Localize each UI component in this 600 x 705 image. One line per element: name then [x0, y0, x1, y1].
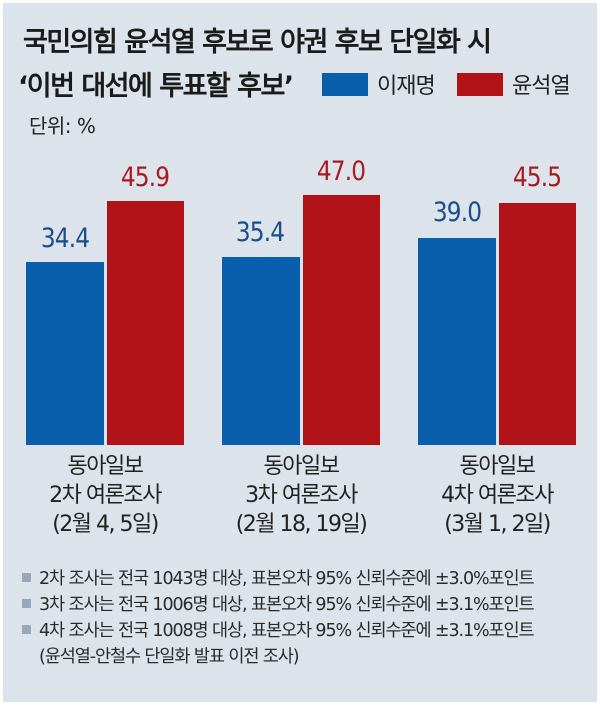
bar-value-yoon-2: 47.0	[316, 156, 366, 187]
category-label-3: 동아일보 4차 여론조사 (3월 1, 2일)	[399, 452, 595, 539]
category-poll: 2차 여론조사	[49, 483, 162, 508]
legend-label: 윤석열	[512, 74, 571, 99]
bar-lee-2	[222, 257, 300, 445]
footnote-item: 3차 조사는 전국 1006명 대상, 표본오차 95% 신뢰수준에 ±3.1%…	[22, 590, 535, 616]
bar-value-lee-1: 34.4	[40, 223, 90, 254]
bar-yoon-2	[303, 195, 380, 445]
legend-item-yoon: 윤석열	[457, 71, 571, 99]
category-label-2: 동아일보 3차 여론조사 (2월 18, 19일)	[203, 452, 399, 539]
category-date: (2월 18, 19일)	[235, 512, 368, 537]
bar-lee-3	[418, 238, 496, 445]
square-bullet-icon	[22, 624, 31, 634]
category-source: 동아일보	[459, 454, 536, 479]
square-bullet-icon	[22, 598, 31, 608]
unit-label: 단위: %	[29, 114, 96, 138]
footnote-item: 2차 조사는 전국 1043명 대상, 표본오차 95% 신뢰수준에 ±3.0%…	[22, 564, 535, 590]
footnotes: 2차 조사는 전국 1043명 대상, 표본오차 95% 신뢰수준에 ±3.0%…	[22, 564, 535, 668]
category-source: 동아일보	[67, 454, 144, 479]
square-bullet-icon	[22, 572, 31, 582]
bar-value-yoon-1: 45.9	[120, 162, 170, 193]
legend-swatch-blue-icon	[322, 72, 368, 96]
footnote-text: 4차 조사는 전국 1008명 대상, 표본오차 95% 신뢰수준에 ±3.1%…	[39, 620, 535, 641]
footnote-text: (윤석열-안철수 단일화 발표 이전 조사)	[39, 646, 300, 667]
footnote-item: (윤석열-안철수 단일화 발표 이전 조사)	[22, 642, 534, 668]
legend-label: 이재명	[377, 74, 436, 99]
chart-title: 국민의힘 윤석열 후보로 야권 후보 단일화 시	[23, 27, 492, 58]
chart-subtitle: ‘이번 대선에 투표할 후보’	[18, 71, 294, 102]
legend-swatch-red-icon	[457, 72, 503, 96]
bar-chart: 34.4 45.9 35.4 47.0 39.0 45.5 동아일보 2차 여론…	[7, 156, 595, 539]
bar-value-lee-3: 39.0	[432, 197, 482, 228]
category-date: (2월 4, 5일)	[52, 512, 159, 537]
category-poll: 3차 여론조사	[245, 483, 358, 508]
category-date: (3월 1, 2일)	[444, 512, 551, 537]
bar-value-lee-2: 35.4	[235, 217, 285, 248]
footnote-item: 4차 조사는 전국 1008명 대상, 표본오차 95% 신뢰수준에 ±3.1%…	[22, 616, 535, 642]
bar-yoon-1	[107, 201, 184, 445]
footnote-text: 3차 조사는 전국 1006명 대상, 표본오차 95% 신뢰수준에 ±3.1%…	[39, 594, 535, 615]
category-source: 동아일보	[263, 454, 340, 479]
bar-lee-1	[26, 262, 104, 445]
legend-item-lee: 이재명	[322, 71, 436, 99]
category-label-1: 동아일보 2차 여론조사 (2월 4, 5일)	[7, 452, 203, 539]
bar-value-yoon-3: 45.5	[512, 162, 562, 193]
bar-yoon-3	[499, 203, 576, 445]
footnote-text: 2차 조사는 전국 1043명 대상, 표본오차 95% 신뢰수준에 ±3.0%…	[39, 568, 535, 589]
category-poll: 4차 여론조사	[441, 483, 554, 508]
